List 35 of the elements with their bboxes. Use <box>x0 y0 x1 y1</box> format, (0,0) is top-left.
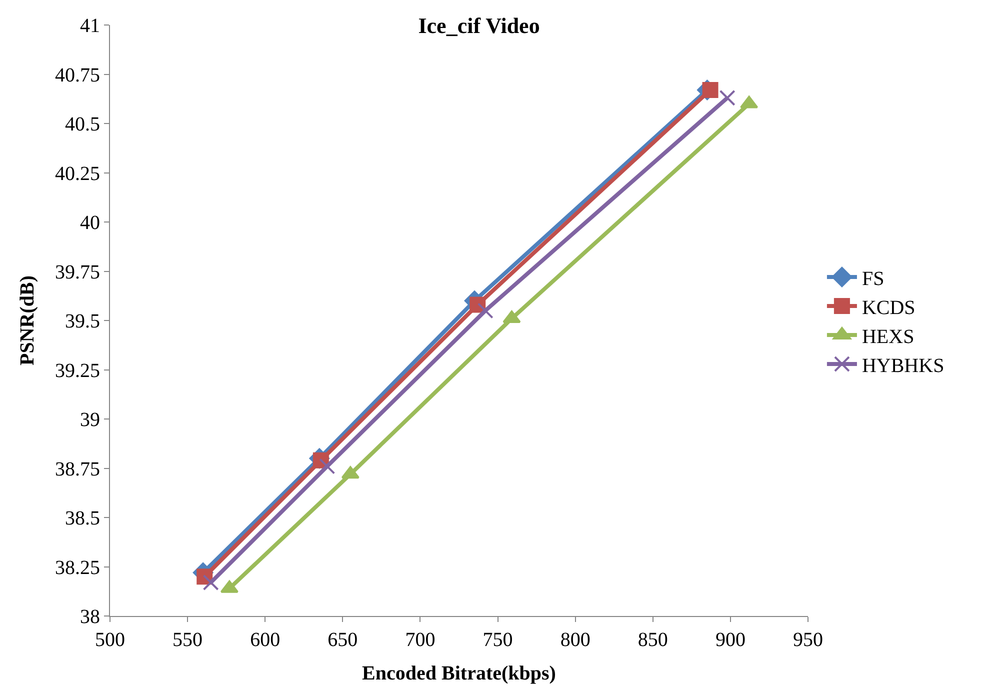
y-tick-label: 39.5 <box>65 310 100 332</box>
y-tick-label: 39.75 <box>55 261 100 284</box>
point <box>719 90 736 106</box>
y-tick-label: 38 <box>80 606 100 628</box>
x-tick-label: 650 <box>328 629 358 651</box>
point <box>702 82 718 98</box>
legend-label: HYBHKS <box>862 354 944 377</box>
point <box>202 574 219 591</box>
y-tick-label: 40 <box>80 212 100 234</box>
point <box>477 302 494 319</box>
legend-label: KCDS <box>862 296 916 319</box>
y-tick-label: 38.75 <box>55 458 100 480</box>
y-tick-label: 38.25 <box>55 556 100 579</box>
x-tick-label: 950 <box>793 629 823 651</box>
y-axis-title: PSNR(dB) <box>16 275 38 366</box>
y-tick-label: 38.5 <box>65 508 100 530</box>
x-tick-label: 900 <box>715 629 746 651</box>
x-tick-label: 850 <box>638 629 668 651</box>
x-tick-label: 500 <box>95 629 125 651</box>
y-tick-label: 40.75 <box>55 64 100 86</box>
legend-label: HEXS <box>862 326 914 348</box>
y-tick-label: 40.25 <box>55 162 100 185</box>
x-tick-label: 800 <box>560 629 590 651</box>
legend-label: FS <box>862 268 884 290</box>
x-tick-label: 750 <box>482 629 513 651</box>
x-tick-label: 550 <box>172 629 203 651</box>
y-tick-label: 40.5 <box>65 114 100 136</box>
x-tick-label: 600 <box>250 629 280 651</box>
point <box>502 310 521 324</box>
x-axis-title: Encoded Bitrate(kbps) <box>362 662 556 684</box>
y-tick-label: 39 <box>80 409 100 431</box>
chart-title: Ice_cif Video <box>418 12 540 38</box>
x-tick-label: 700 <box>405 629 436 651</box>
y-tick-label: 39.25 <box>55 360 100 382</box>
y-tick-label: 41 <box>80 15 100 37</box>
